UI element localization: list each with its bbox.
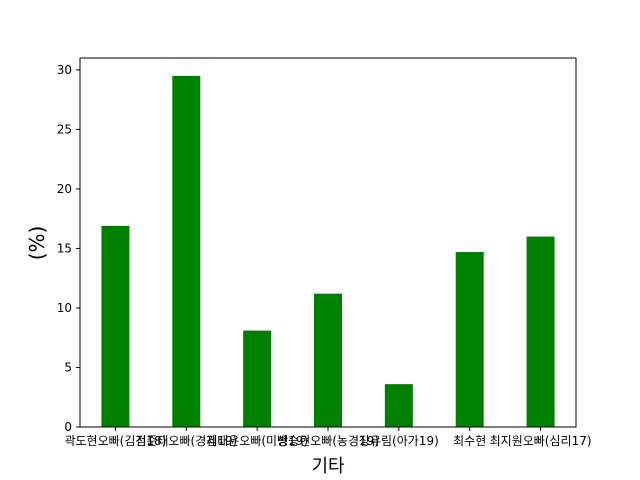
- bar: [172, 75, 201, 428]
- x-tick-label: 김준태오빠(경제19): [135, 434, 237, 448]
- bar: [101, 225, 130, 427]
- y-tick-label: 25: [57, 122, 72, 136]
- y-tick-label: 15: [57, 241, 72, 255]
- x-axis-label: 기타: [311, 456, 345, 477]
- bar: [314, 293, 342, 427]
- y-axis: 0 5 10 15 20 25 30: [57, 63, 80, 434]
- x-tick-label: 최지원오빠(심리17): [490, 434, 592, 448]
- x-tick-label: 방승현오빠(농경19): [277, 434, 379, 448]
- y-tick-label: 0: [64, 420, 72, 434]
- y-tick-label: 20: [57, 182, 72, 196]
- x-tick-label: 장유림(아가19): [359, 434, 439, 448]
- plot-frame: [79, 57, 577, 428]
- bar: [526, 236, 555, 427]
- y-tick-label: 10: [57, 301, 72, 315]
- bar: [243, 330, 272, 427]
- x-tick-label: 김태윤오빠(미생19): [206, 434, 308, 448]
- bar: [455, 252, 484, 427]
- x-tick-label: 최수현: [453, 434, 486, 448]
- bar: [384, 384, 413, 427]
- bars: [101, 75, 555, 428]
- x-axis: 곽도현오빠(김전18)김준태오빠(경제19)김태윤오빠(미생19)방승현오빠(농…: [64, 427, 592, 448]
- y-axis-label: (%): [25, 226, 49, 261]
- y-tick-label: 5: [64, 360, 72, 374]
- y-tick-label: 30: [57, 63, 72, 77]
- x-tick-label: 곽도현오빠(김전18): [64, 434, 166, 448]
